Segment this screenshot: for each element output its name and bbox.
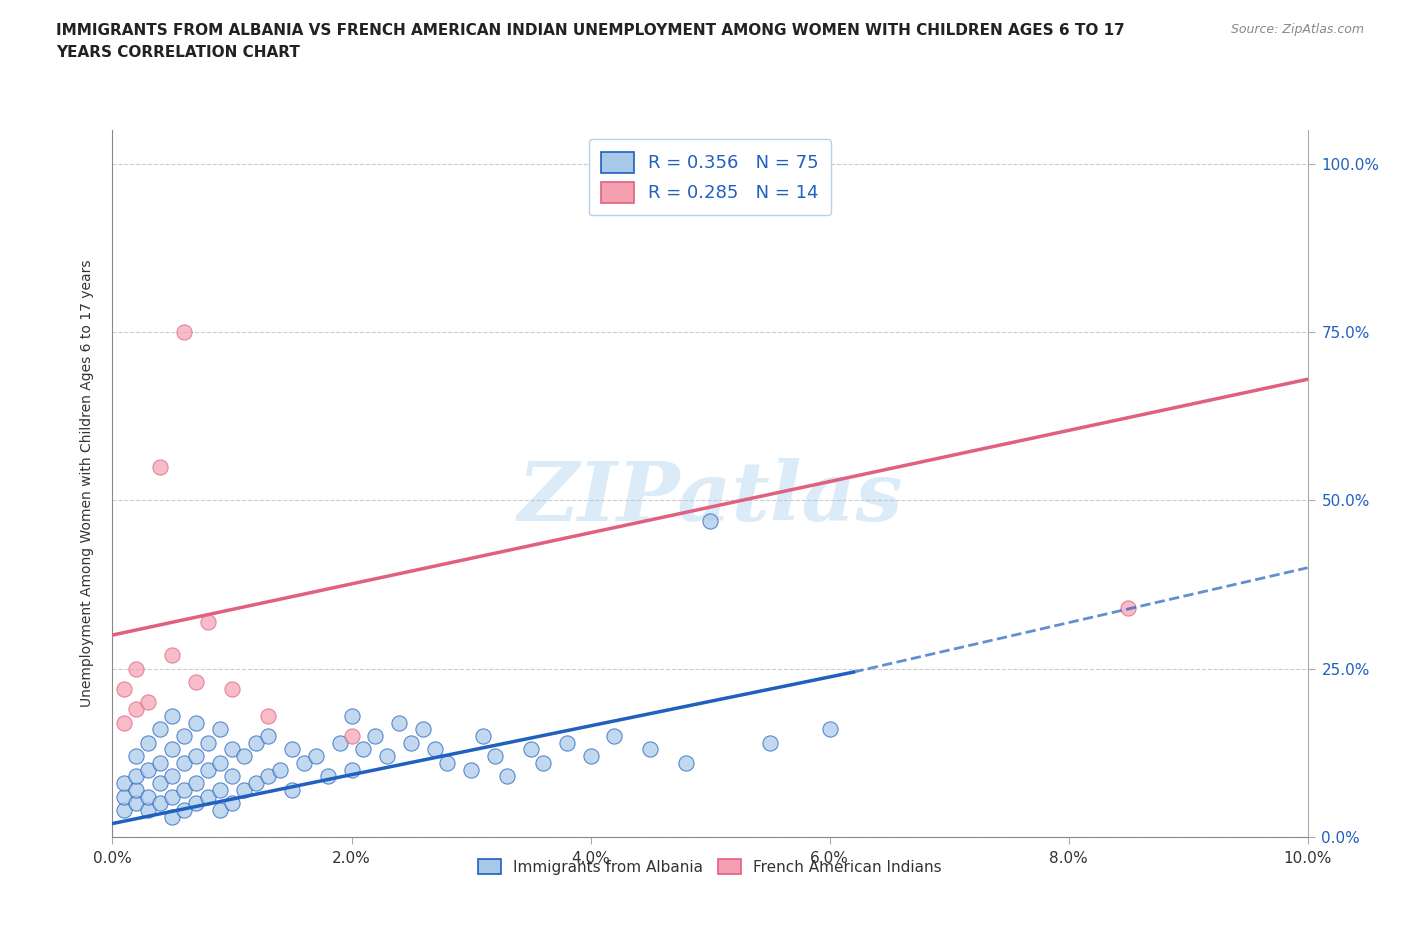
Point xyxy=(818,722,841,737)
Point xyxy=(197,736,219,751)
Point xyxy=(305,749,328,764)
Point xyxy=(699,513,721,528)
Point xyxy=(125,782,148,797)
Point xyxy=(173,755,195,770)
Point xyxy=(340,709,363,724)
Point xyxy=(316,769,339,784)
Text: IMMIGRANTS FROM ALBANIA VS FRENCH AMERICAN INDIAN UNEMPLOYMENT AMONG WOMEN WITH : IMMIGRANTS FROM ALBANIA VS FRENCH AMERIC… xyxy=(56,23,1125,60)
Point xyxy=(484,749,506,764)
Point xyxy=(1118,601,1140,616)
Point xyxy=(114,682,135,697)
Point xyxy=(162,790,183,804)
Point xyxy=(269,763,291,777)
Point xyxy=(173,728,195,743)
Point xyxy=(675,755,697,770)
Point xyxy=(209,782,232,797)
Point xyxy=(162,709,183,724)
Point xyxy=(257,728,280,743)
Point xyxy=(233,782,256,797)
Point xyxy=(496,769,519,784)
Point xyxy=(412,722,434,737)
Point xyxy=(125,661,148,676)
Point xyxy=(221,742,243,757)
Point xyxy=(125,749,148,764)
Point xyxy=(173,782,195,797)
Point xyxy=(173,803,195,817)
Point xyxy=(149,459,172,474)
Point xyxy=(162,648,183,663)
Point xyxy=(114,776,135,790)
Point xyxy=(138,695,160,710)
Y-axis label: Unemployment Among Women with Children Ages 6 to 17 years: Unemployment Among Women with Children A… xyxy=(80,259,94,708)
Legend: Immigrants from Albania, French American Indians: Immigrants from Albania, French American… xyxy=(470,851,950,883)
Point xyxy=(233,749,256,764)
Point xyxy=(579,749,602,764)
Point xyxy=(186,776,208,790)
Point xyxy=(520,742,543,757)
Point xyxy=(640,742,662,757)
Point xyxy=(245,736,267,751)
Point xyxy=(197,614,219,629)
Point xyxy=(292,755,315,770)
Point xyxy=(114,790,135,804)
Point xyxy=(138,763,160,777)
Point xyxy=(472,728,495,743)
Point xyxy=(281,742,304,757)
Point xyxy=(221,769,243,784)
Text: ZIPatlas: ZIPatlas xyxy=(517,458,903,538)
Point xyxy=(149,722,172,737)
Point xyxy=(197,763,219,777)
Point xyxy=(353,742,375,757)
Point xyxy=(186,749,208,764)
Point xyxy=(281,782,304,797)
Point xyxy=(209,803,232,817)
Point xyxy=(377,749,399,764)
Point xyxy=(209,755,232,770)
Point xyxy=(364,728,387,743)
Point xyxy=(149,776,172,790)
Point xyxy=(257,769,280,784)
Point xyxy=(138,790,160,804)
Point xyxy=(173,325,195,339)
Point xyxy=(401,736,423,751)
Point xyxy=(162,769,183,784)
Point xyxy=(125,769,148,784)
Point xyxy=(162,809,183,824)
Point xyxy=(197,790,219,804)
Point xyxy=(531,755,554,770)
Point xyxy=(186,715,208,730)
Point xyxy=(460,763,482,777)
Point xyxy=(245,776,267,790)
Point xyxy=(221,682,243,697)
Point xyxy=(138,803,160,817)
Point xyxy=(114,715,135,730)
Point xyxy=(257,709,280,724)
Point xyxy=(329,736,352,751)
Point xyxy=(125,701,148,716)
Point xyxy=(162,742,183,757)
Point xyxy=(221,796,243,811)
Point xyxy=(149,755,172,770)
Point xyxy=(186,675,208,690)
Point xyxy=(388,715,411,730)
Point xyxy=(603,728,626,743)
Point xyxy=(138,736,160,751)
Point xyxy=(340,763,363,777)
Point xyxy=(149,796,172,811)
Text: Source: ZipAtlas.com: Source: ZipAtlas.com xyxy=(1230,23,1364,36)
Point xyxy=(209,722,232,737)
Point xyxy=(186,796,208,811)
Point xyxy=(114,803,135,817)
Point xyxy=(125,796,148,811)
Point xyxy=(340,728,363,743)
Point xyxy=(555,736,578,751)
Point xyxy=(436,755,458,770)
Point xyxy=(425,742,447,757)
Point xyxy=(759,736,782,751)
